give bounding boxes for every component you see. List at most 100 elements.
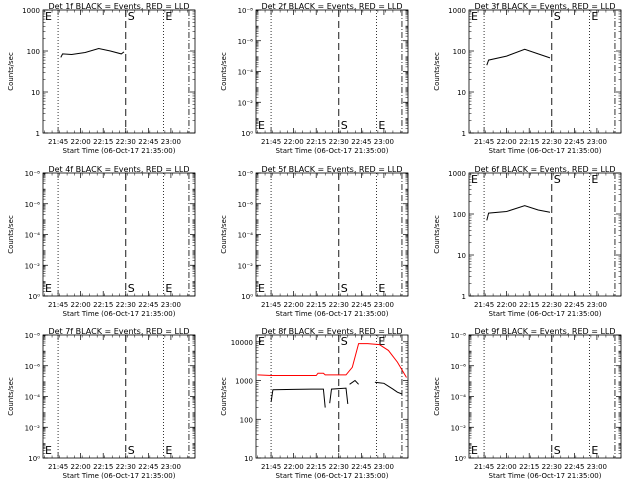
marker-e-right: E xyxy=(165,10,172,23)
chart-title: Det 3f BLACK = Events, RED = LLD xyxy=(474,2,615,11)
y-tick-label: 10⁻⁸ xyxy=(451,332,467,340)
y-tick-label: 1000 xyxy=(22,7,40,15)
x-tick-label: 22:45 xyxy=(351,301,371,309)
x-tick-label: 22:30 xyxy=(116,301,136,309)
x-tick-label: 22:30 xyxy=(542,463,562,471)
y-tick-label: 10 xyxy=(31,89,40,97)
x-tick-label: 22:30 xyxy=(542,138,562,146)
x-tick-label: 23:00 xyxy=(374,301,394,309)
chart-det-6f: Det 6f BLACK = Events, RED = LLD 1 10 100 10… xyxy=(433,165,622,318)
x-tick-label: 22:45 xyxy=(138,138,158,146)
y-axis-label: Counts/sec xyxy=(220,52,228,91)
x-tick-label: 22:45 xyxy=(564,301,584,309)
marker-e-left: E xyxy=(258,335,265,348)
plot-frame xyxy=(255,9,409,134)
x-tick-label: 22:30 xyxy=(542,301,562,309)
x-tick-label: 23:00 xyxy=(587,138,607,146)
plot-frame xyxy=(468,172,622,297)
chart-title: Det 5f BLACK = Events, RED = LLD xyxy=(261,165,402,174)
x-axis-label: Start Time (06-Oct-17 21:35:00) xyxy=(489,472,602,480)
chart-title: Det 6f BLACK = Events, RED = LLD xyxy=(474,165,615,174)
plot-frame xyxy=(42,9,196,134)
y-tick-label: 10⁰ xyxy=(241,130,253,138)
y-tick-label: 10⁻⁸ xyxy=(238,170,254,178)
y-axis-label: Counts/sec xyxy=(220,377,228,416)
plot-frame xyxy=(468,334,622,459)
plot-frame xyxy=(42,172,196,297)
y-tick-label: 10⁻² xyxy=(451,424,467,432)
marker-e-right: E xyxy=(165,282,172,295)
y-tick-label: 10⁻⁴ xyxy=(451,394,467,402)
x-axis-label: Start Time (06-Oct-17 21:35:00) xyxy=(63,310,176,318)
x-tick-label: 22:00 xyxy=(284,301,304,309)
marker-s: S xyxy=(554,444,561,457)
y-tick-label: 10⁻⁸ xyxy=(25,170,41,178)
marker-e-right: E xyxy=(378,282,385,295)
marker-s: S xyxy=(128,444,135,457)
chart-title: Det 4f BLACK = Events, RED = LLD xyxy=(48,165,189,174)
chart-title: Det 9f BLACK = Events, RED = LLD xyxy=(474,327,615,336)
plot-frame xyxy=(468,9,622,134)
x-tick-label: 22:00 xyxy=(497,301,517,309)
x-tick-label: 21:45 xyxy=(261,301,281,309)
y-tick-label: 10⁻⁶ xyxy=(25,363,41,371)
chart-det-3f: Det 3f BLACK = Events, RED = LLD 1 10 100 10… xyxy=(433,2,622,155)
series-black-line xyxy=(60,47,125,58)
marker-e-right: E xyxy=(378,335,385,348)
chart-det-5f: Det 5f BLACK = Events, RED = LLD 10⁰ 10⁻² 1… xyxy=(220,165,409,318)
y-tick-label: 10⁻⁴ xyxy=(25,394,41,402)
x-tick-label: 21:45 xyxy=(48,301,68,309)
x-tick-label: 21:45 xyxy=(474,463,494,471)
y-axis-label: Counts/sec xyxy=(433,52,441,91)
chart-det-8f: Det 8f BLACK = Events, RED = LLD 10 100 100… xyxy=(220,327,409,480)
chart-title: Det 7f BLACK = Events, RED = LLD xyxy=(48,327,189,336)
x-tick-label: 22:15 xyxy=(93,301,113,309)
marker-e-left: E xyxy=(45,282,52,295)
marker-s: S xyxy=(554,10,561,23)
plot-frame xyxy=(255,172,409,297)
x-tick-label: 22:15 xyxy=(519,463,539,471)
x-tick-label: 22:00 xyxy=(71,301,91,309)
x-axis-label: Start Time (06-Oct-17 21:35:00) xyxy=(276,310,389,318)
x-tick-label: 22:30 xyxy=(116,138,136,146)
y-tick-label: 10⁻⁶ xyxy=(25,201,41,209)
marker-e-left: E xyxy=(258,282,265,295)
x-tick-label: 22:45 xyxy=(138,463,158,471)
x-tick-label: 22:45 xyxy=(351,138,371,146)
y-tick-label: 10⁻⁶ xyxy=(238,201,254,209)
y-tick-label: 10⁰ xyxy=(241,293,253,301)
x-tick-label: 21:45 xyxy=(261,138,281,146)
marker-s: S xyxy=(554,173,561,186)
x-tick-label: 22:15 xyxy=(306,463,326,471)
y-tick-label: 10⁰ xyxy=(28,293,40,301)
x-axis-label: Start Time (06-Oct-17 21:35:00) xyxy=(63,147,176,155)
y-tick-label: 10⁻⁴ xyxy=(238,69,254,77)
marker-s: S xyxy=(128,282,135,295)
y-axis-label: Counts/sec xyxy=(7,377,15,416)
plot-frame xyxy=(255,334,409,459)
x-tick-label: 22:15 xyxy=(93,138,113,146)
x-tick-label: 21:45 xyxy=(261,463,281,471)
y-axis-label: Counts/sec xyxy=(220,215,228,254)
chart-det-7f: Det 7f BLACK = Events, RED = LLD 10⁰ 10⁻² 1… xyxy=(7,327,196,480)
marker-e-left: E xyxy=(471,444,478,457)
plot-frame xyxy=(42,334,196,459)
x-tick-label: 22:30 xyxy=(329,138,349,146)
y-tick-label: 100 xyxy=(453,211,466,219)
x-tick-label: 21:45 xyxy=(474,301,494,309)
x-tick-label: 22:45 xyxy=(138,301,158,309)
x-tick-label: 21:45 xyxy=(48,138,68,146)
x-tick-label: 23:00 xyxy=(587,301,607,309)
y-tick-label: 10 xyxy=(457,252,466,260)
y-tick-label: 10⁰ xyxy=(28,455,40,463)
chart-det-1f: Det 1f BLACK = Events, RED = LLD 1 10 100 10… xyxy=(7,2,196,155)
y-tick-label: 10000 xyxy=(231,339,253,347)
y-axis-label: Counts/sec xyxy=(7,215,15,254)
y-tick-label: 10 xyxy=(457,89,466,97)
chart-det-4f: Det 4f BLACK = Events, RED = LLD 10⁰ 10⁻² 1… xyxy=(7,165,196,318)
x-tick-label: 23:00 xyxy=(374,138,394,146)
y-axis-label: Counts/sec xyxy=(433,377,441,416)
x-tick-label: 22:15 xyxy=(519,138,539,146)
y-tick-label: 1 xyxy=(462,130,466,138)
x-tick-label: 22:00 xyxy=(284,138,304,146)
